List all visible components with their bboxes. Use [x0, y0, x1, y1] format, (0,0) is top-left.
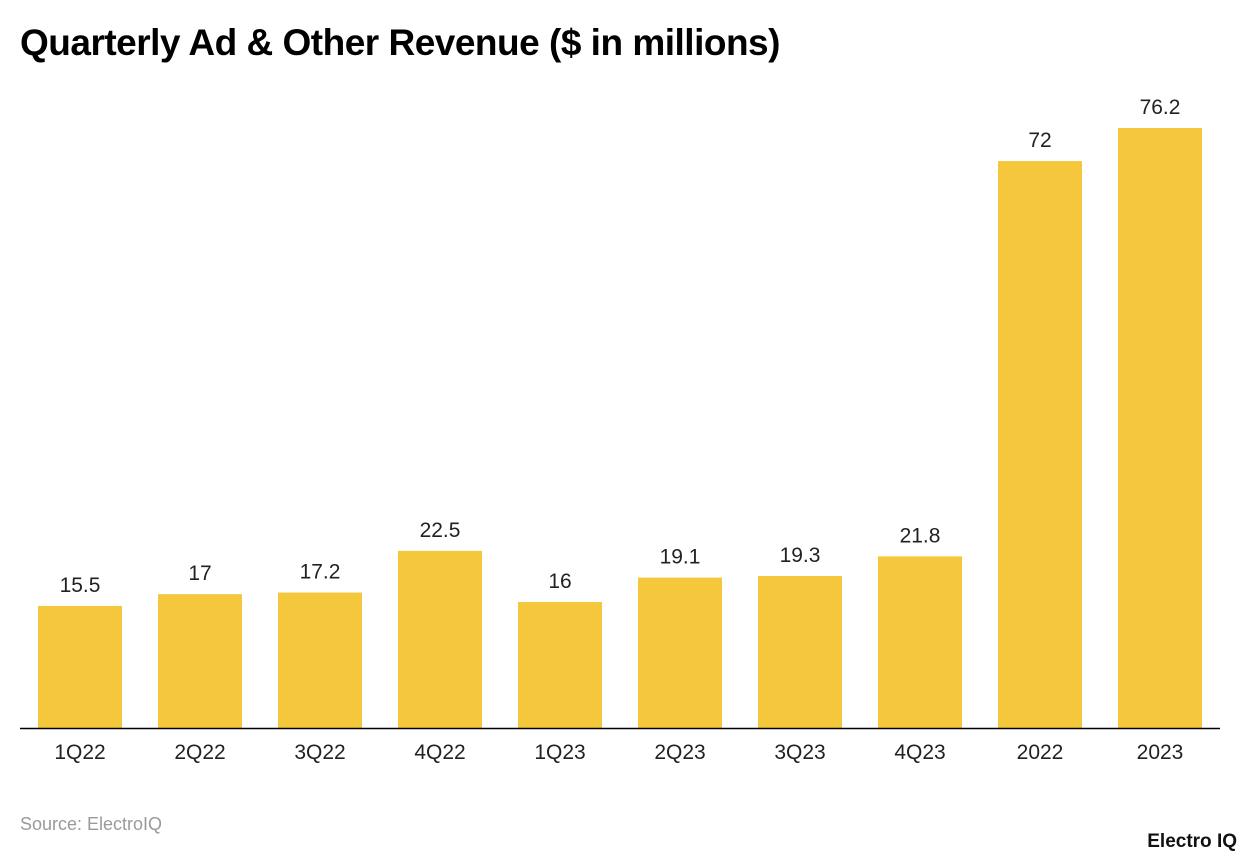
data-label: 21.8 — [900, 524, 941, 547]
bar-chart: 15.5 1Q22 17 2Q22 17.2 3Q22 22.5 4Q22 16 1Q23 19.1… — [20, 96, 1220, 764]
chart-title: Quarterly Ad & Other Revenue ($ in milli… — [20, 22, 780, 63]
data-label: 72 — [1028, 129, 1051, 152]
x-tick-label: 2Q22 — [174, 741, 225, 764]
bar — [998, 161, 1082, 728]
x-tick-label: 2023 — [1137, 741, 1184, 764]
x-tick-label: 4Q23 — [894, 741, 945, 764]
bar — [638, 577, 722, 728]
x-tick-label: 3Q22 — [294, 741, 345, 764]
bar — [1118, 128, 1202, 728]
bar — [158, 594, 242, 728]
bar — [38, 605, 122, 728]
x-tick-label: 1Q23 — [534, 741, 585, 764]
bar — [878, 556, 962, 728]
x-tick-label: 1Q22 — [54, 741, 105, 764]
data-label: 19.3 — [780, 544, 821, 567]
bar — [278, 592, 362, 728]
bar — [518, 602, 602, 728]
x-tick-label: 2Q23 — [654, 741, 705, 764]
data-label: 76.2 — [1140, 96, 1181, 119]
data-label: 17 — [188, 562, 211, 585]
data-label: 22.5 — [420, 519, 461, 542]
data-label: 17.2 — [300, 561, 341, 584]
data-label: 15.5 — [60, 574, 101, 597]
electroiq-logo: Electro IQ — [1147, 831, 1237, 852]
x-tick-label: 4Q22 — [414, 741, 465, 764]
x-tick-label: 2022 — [1017, 741, 1064, 764]
data-label: 19.1 — [660, 546, 701, 569]
data-label: 16 — [548, 570, 571, 593]
source-note: Source: ElectroIQ — [20, 814, 163, 834]
bar — [398, 550, 482, 728]
x-tick-label: 3Q23 — [774, 741, 825, 764]
bar — [758, 576, 842, 728]
